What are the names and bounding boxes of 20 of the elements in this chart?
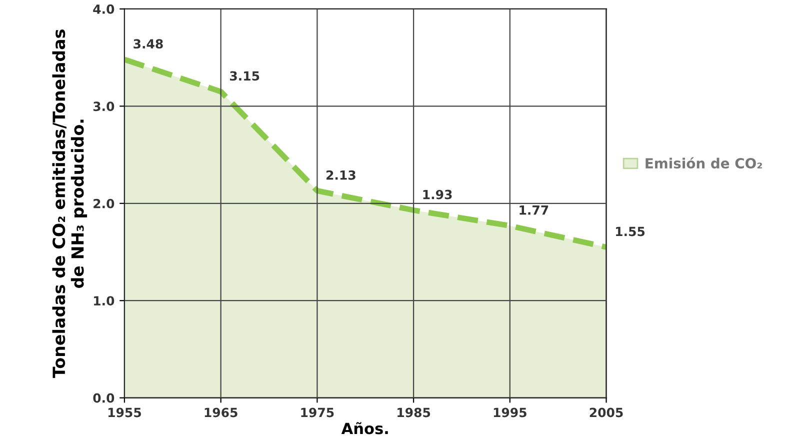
- data-label: 1.93: [423, 190, 452, 200]
- y-axis-title: Toneladas de CO₂ emitidas/Toneladas de NH₃ producido.: [52, 30, 88, 378]
- data-label: 3.15: [230, 71, 260, 81]
- y-tick-label: 0.0: [93, 393, 114, 403]
- x-tick-label: 1975: [301, 408, 334, 418]
- y-tick-label: 4.0: [93, 4, 114, 14]
- data-label: 3.48: [134, 39, 163, 49]
- x-tick-label: 1985: [398, 408, 430, 418]
- x-tick-label: 1955: [108, 408, 141, 418]
- x-tick-label: 2005: [590, 408, 623, 418]
- data-label: 1.77: [520, 206, 548, 215]
- x-tick-label: 1995: [494, 408, 526, 418]
- x-axis-title: Años.: [341, 422, 388, 434]
- data-label: 2.13: [326, 170, 356, 180]
- data-label: 1.55: [616, 226, 645, 236]
- y-tick-label: 2.0: [94, 198, 114, 208]
- y-tick-label: 1.0: [94, 296, 114, 306]
- legend-label: Emisión de CO₂: [646, 157, 762, 169]
- x-tick-label: 1965: [204, 408, 238, 418]
- y-tick-label: 3.0: [93, 102, 114, 112]
